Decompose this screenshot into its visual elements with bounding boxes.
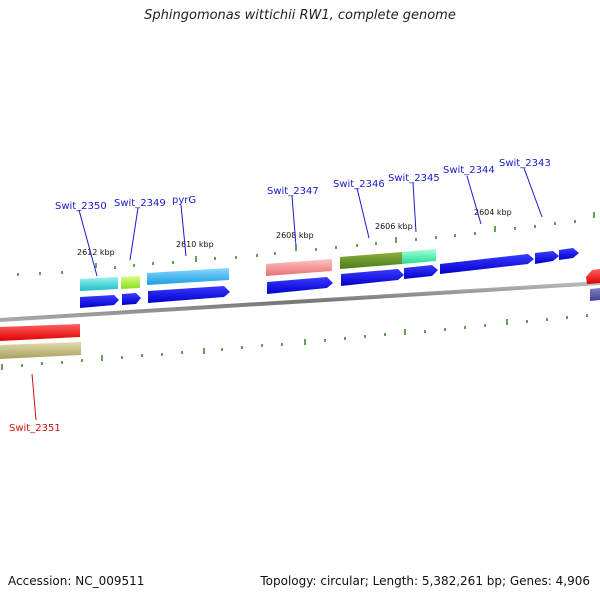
feature-track-upper xyxy=(80,249,436,291)
kbp-label-2604: 2604 kbp xyxy=(474,208,512,217)
cds-arrow-swit-2350 xyxy=(80,295,119,308)
cds-arrow-swit-2346 xyxy=(341,269,404,286)
outer-tick-track xyxy=(17,212,595,276)
cds-arrow-swit-2343b xyxy=(559,248,579,260)
cds-arrow-swit-2347 xyxy=(267,277,333,294)
genome-summary: Topology: circular; Length: 5,382,261 bp… xyxy=(260,574,590,588)
feature-swit-2350 xyxy=(80,277,118,291)
kbp-label-2606: 2606 kbp xyxy=(375,222,413,231)
cds-swit-2351 xyxy=(0,324,80,341)
gene-label-swit-2349: Swit_2349 xyxy=(114,198,166,209)
accession-label: Accession: NC_009511 xyxy=(8,574,145,588)
gene-label-swit-2345: Swit_2345 xyxy=(388,173,440,184)
gene-label-swit-2343: Swit_2343 xyxy=(499,158,551,169)
kbp-label-2610: 2610 kbp xyxy=(176,240,214,249)
cds-arrow-swit-2343a xyxy=(535,251,559,264)
feature-swit-2346 xyxy=(340,252,402,269)
feature-swit-2349 xyxy=(121,276,140,289)
cds-arrow-pyrg xyxy=(148,286,230,303)
feature-swit-2347 xyxy=(266,259,332,276)
map-title: Sphingomonas wittichii RW1, complete gen… xyxy=(144,8,456,23)
gene-label-pyrg: pyrG xyxy=(172,195,196,206)
gene-label-swit-2346: Swit_2346 xyxy=(333,179,385,190)
genome-backbone xyxy=(0,281,600,322)
label-leaders xyxy=(31,167,543,421)
cds-arrow-edge-right-slate xyxy=(590,288,600,301)
cds-track-reverse xyxy=(0,324,81,359)
feature-pyrg xyxy=(147,268,229,285)
gene-label-swit-2347: Swit_2347 xyxy=(267,186,319,197)
gene-labels: Swit_2350 Swit_2349 pyrG Swit_2347 Swit_… xyxy=(9,158,551,434)
cds-arrow-swit-2345 xyxy=(404,265,438,279)
cds-arrow-edge-right xyxy=(586,269,600,284)
gene-label-swit-2344: Swit_2344 xyxy=(443,165,495,176)
kbp-labels: 2612 kbp 2610 kbp 2608 kbp 2606 kbp 2604… xyxy=(77,208,512,257)
kbp-label-2612: 2612 kbp xyxy=(77,248,115,257)
cds-track-forward xyxy=(80,248,600,308)
inner-tick-track xyxy=(1,314,588,370)
cds-arrow-swit-2344 xyxy=(440,254,534,274)
feature-swit-2345 xyxy=(402,249,436,264)
gene-label-swit-2351: Swit_2351 xyxy=(9,423,61,434)
feature-swit-2351 xyxy=(0,342,81,359)
gene-label-swit-2350: Swit_2350 xyxy=(55,201,107,212)
cds-arrow-swit-2349 xyxy=(122,293,141,305)
